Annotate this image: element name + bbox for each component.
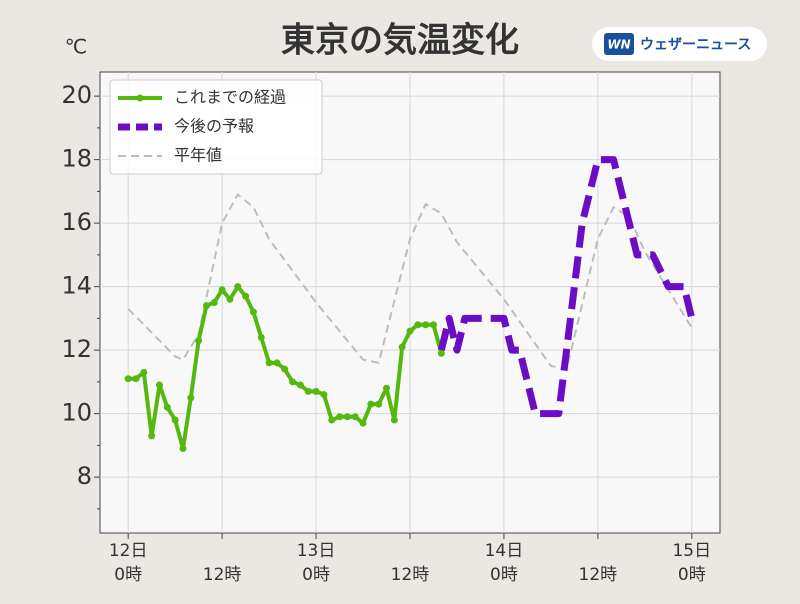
point <box>148 432 156 440</box>
point <box>195 337 203 345</box>
x-tick-label: 12時 <box>391 565 430 585</box>
x-tick-label: 15日 <box>672 541 711 561</box>
x-tick-label: 12日 <box>109 541 148 561</box>
legend-box <box>109 79 323 175</box>
unit-label: ℃ <box>65 35 87 59</box>
point <box>429 321 437 329</box>
point <box>312 387 320 395</box>
point <box>296 381 304 389</box>
x-tick-label: 0時 <box>678 565 706 585</box>
point <box>383 384 391 392</box>
legend-label: 平年値 <box>174 146 222 165</box>
brand-logo <box>604 33 634 55</box>
point <box>351 413 359 421</box>
point <box>171 416 179 424</box>
x-tick-label: 14日 <box>485 541 524 561</box>
y-tick-label: 14 <box>61 272 92 300</box>
grid <box>100 72 720 533</box>
point <box>437 349 445 357</box>
point <box>187 394 195 402</box>
y-tick-label: 12 <box>61 335 92 363</box>
point <box>226 295 234 303</box>
y-tick-label: 18 <box>61 145 92 173</box>
y-tick-label: 10 <box>61 399 92 427</box>
point <box>343 413 351 421</box>
point <box>328 416 336 424</box>
x-tick-label: 13日 <box>297 541 336 561</box>
point <box>422 321 430 329</box>
point <box>320 391 328 399</box>
point <box>367 400 375 408</box>
point <box>289 378 297 386</box>
x-tick-label: 12時 <box>203 565 242 585</box>
point <box>265 359 273 367</box>
legend-label: 今後の予報 <box>174 117 254 136</box>
point <box>249 308 257 316</box>
y-tick-label: 8 <box>77 462 92 490</box>
point <box>218 286 226 294</box>
y-tick-label: 20 <box>61 81 92 109</box>
point <box>398 343 406 351</box>
point <box>414 321 422 329</box>
series-line <box>127 193 693 371</box>
x-tick-label: 0時 <box>114 565 142 585</box>
brand-mark: WN <box>607 38 630 52</box>
point <box>140 368 148 376</box>
point <box>359 419 367 427</box>
point <box>406 327 414 335</box>
legend-marker <box>136 94 144 102</box>
legend-label: これまでの経過 <box>174 88 286 107</box>
chart-title: 東京の気温変化 <box>281 21 519 61</box>
x-tick-label: 0時 <box>490 565 518 585</box>
brand-name: ウェザーニュース <box>640 37 751 53</box>
point <box>257 333 265 341</box>
point <box>234 283 242 291</box>
point <box>336 413 344 421</box>
y-tick-label: 16 <box>61 208 92 236</box>
point <box>179 445 187 453</box>
point <box>281 365 289 373</box>
x-tick-label: 0時 <box>302 565 330 585</box>
point <box>132 375 140 383</box>
point <box>390 416 398 424</box>
point <box>304 387 312 395</box>
brand-badge <box>592 27 767 61</box>
point <box>273 359 281 367</box>
point <box>155 381 163 389</box>
point <box>242 292 250 300</box>
point <box>375 400 383 408</box>
point <box>163 403 171 411</box>
x-tick-label: 12時 <box>579 565 618 585</box>
point <box>124 375 132 383</box>
series-line <box>437 156 696 418</box>
point <box>202 302 210 310</box>
point <box>210 299 218 306</box>
